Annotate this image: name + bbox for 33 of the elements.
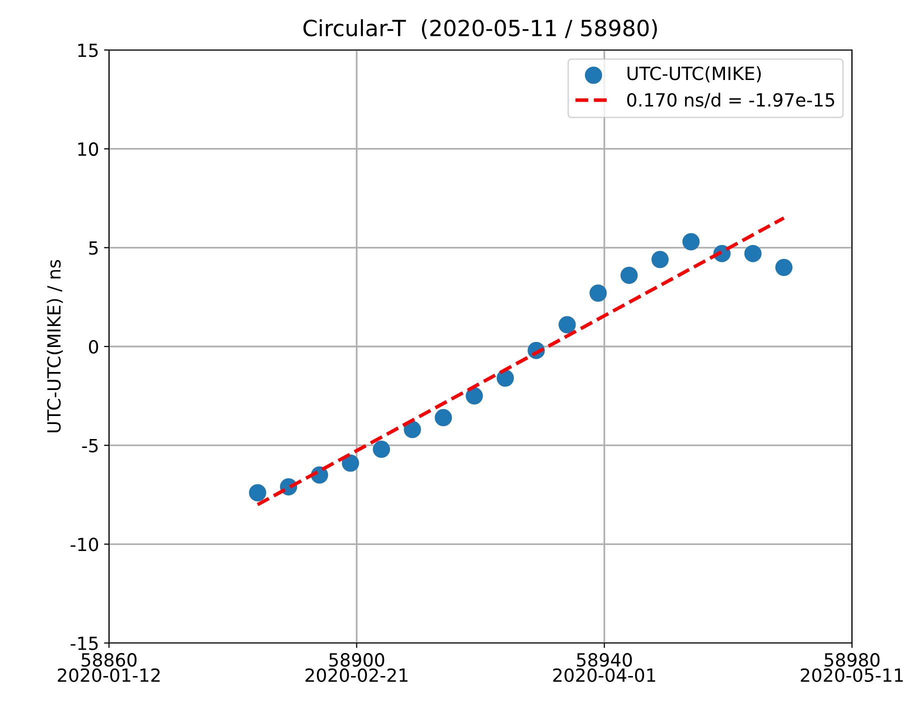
y-tick-label: 0 [88,340,98,354]
point [620,266,638,284]
x2-tick-label: 2020-04-01 [553,668,656,682]
point [342,454,360,472]
chart-title: Circular-T (2020-05-11 / 58980) [303,19,657,40]
point [404,420,422,438]
y-tick-label: -5 [82,439,98,452]
point [590,284,607,302]
y-tick-label: 15 [78,44,98,58]
x2-tick-label: 2020-02-21 [306,668,408,682]
x2-tick-label: 2020-01-12 [58,668,160,682]
point [372,440,390,458]
x-tick-label: 58860 [82,653,137,667]
point [248,484,266,502]
y-tick-label: -10 [70,538,98,552]
point [651,250,669,268]
x-tick-label: 58980 [824,653,880,667]
x-tick-label: 58900 [329,653,384,667]
point [434,409,452,426]
y-axis-title: UTC-UTC(MIKE) / ns [46,260,63,432]
x2-tick-label: 2020-05-11 [800,668,903,682]
y-tick-label: 5 [89,241,98,255]
y-tick-label: 10 [78,142,98,156]
legend-label: UTC-UTC(MIKE) [628,66,761,82]
point [466,387,483,405]
point [775,258,793,276]
point [558,316,576,334]
point [682,233,700,250]
legend-label: 0.170 ns/d = -1.97e-15 [627,92,834,108]
y-tick-label: -15 [70,636,98,650]
point [496,370,514,387]
point [744,244,762,262]
x-tick-label: 58940 [577,653,632,667]
